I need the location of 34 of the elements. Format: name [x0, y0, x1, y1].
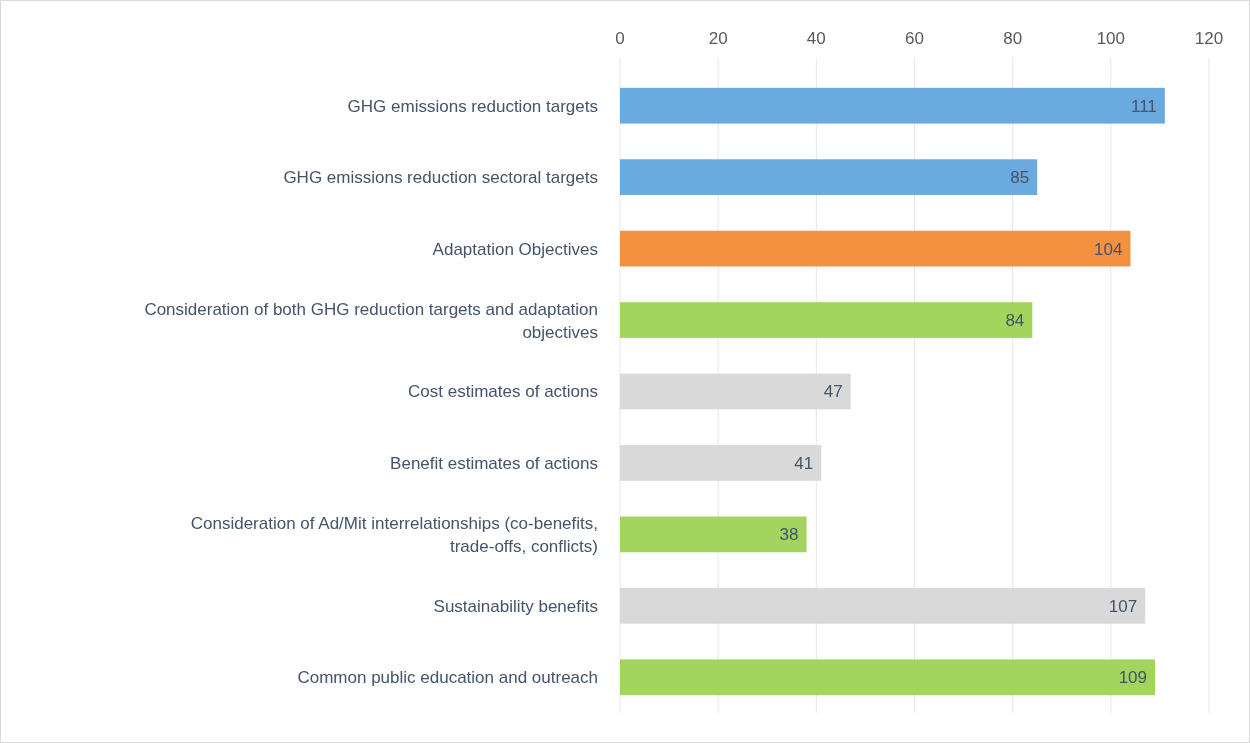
x-tick-label: 100: [1096, 29, 1126, 48]
y-tick-label: Common public education and outreach: [297, 668, 598, 688]
bar: [620, 230, 1131, 267]
data-label: 104: [1094, 239, 1123, 259]
bar: [620, 516, 807, 553]
y-tick-label: GHG emissions reduction sectoral targets: [283, 168, 598, 188]
x-tick-label: 80: [1003, 29, 1023, 48]
data-label: 85: [1010, 168, 1030, 188]
bar: [620, 302, 1033, 338]
bar: [620, 445, 822, 481]
data-label: 109: [1118, 668, 1148, 688]
data-label: 111: [1130, 96, 1157, 116]
x-tick-label: 120: [1194, 29, 1224, 48]
bar: [620, 373, 851, 410]
x-tick-label: 40: [806, 29, 826, 48]
bar: [620, 659, 1156, 696]
y-tick-label: Sustainability benefits: [433, 596, 598, 616]
data-label: 84: [1005, 311, 1025, 331]
y-tick-label: Consideration of Ad/Mit interrelationships (co-benefits, trade-offs, conflicts): [190, 513, 598, 556]
y-tick-label: GHG emissions reduction targets: [347, 96, 598, 116]
x-tick-label: 20: [708, 29, 728, 48]
bar: [620, 159, 1038, 196]
x-tick-label: 60: [905, 29, 924, 48]
y-tick-label: Consideration of both GHG reduction targets and adaptation objectives: [144, 299, 598, 342]
bar: [620, 587, 1146, 624]
data-label: 47: [823, 382, 843, 402]
data-label: 41: [794, 453, 814, 473]
x-tick-label: 0: [615, 29, 625, 48]
bar: [620, 87, 1165, 124]
data-label: 38: [779, 525, 799, 545]
data-label: 107: [1108, 596, 1138, 616]
y-tick-label: Benefit estimates of actions: [390, 453, 598, 473]
y-tick-label: Adaptation Objectives: [432, 239, 598, 259]
y-tick-label: Cost estimates of actions: [408, 382, 598, 402]
